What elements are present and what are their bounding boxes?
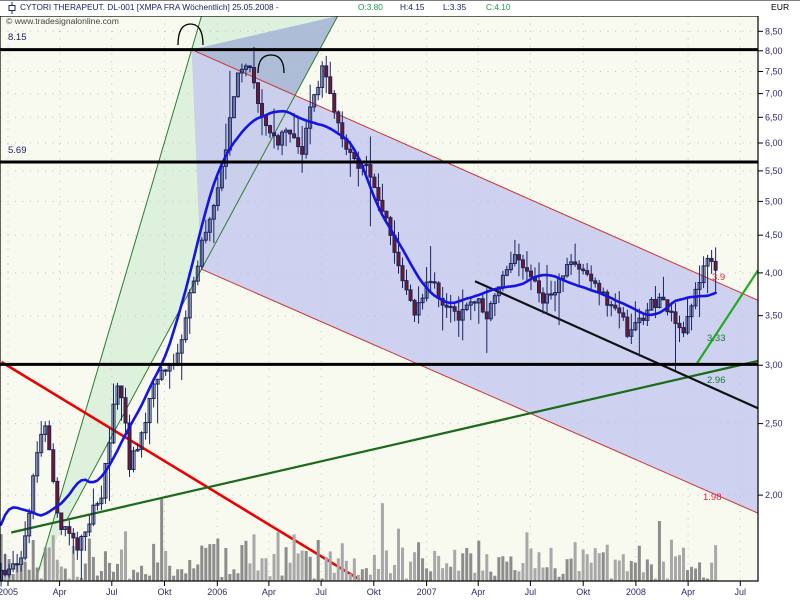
svg-text:8,50: 8,50 xyxy=(765,26,783,36)
svg-text:2007: 2007 xyxy=(417,587,437,597)
svg-text:6,50: 6,50 xyxy=(765,112,783,122)
svg-text:Jul: Jul xyxy=(315,587,327,597)
svg-text:Apr: Apr xyxy=(471,587,485,597)
svg-text:5,00: 5,00 xyxy=(765,196,783,206)
svg-text:Okt: Okt xyxy=(367,587,382,597)
svg-text:8.15: 8.15 xyxy=(8,32,27,43)
svg-text:1.98: 1.98 xyxy=(703,492,722,503)
svg-text:2006: 2006 xyxy=(207,587,227,597)
svg-text:6,00: 6,00 xyxy=(765,138,783,148)
svg-text:EUR: EUR xyxy=(771,2,789,12)
svg-text:3.33: 3.33 xyxy=(707,333,726,344)
svg-text:3,50: 3,50 xyxy=(765,311,783,321)
svg-text:5.69: 5.69 xyxy=(8,145,27,156)
svg-text:L:3.35: L:3.35 xyxy=(443,2,466,12)
svg-text:2008: 2008 xyxy=(626,587,646,597)
svg-text:7,50: 7,50 xyxy=(765,67,783,77)
svg-text:C:4.10: C:4.10 xyxy=(486,2,511,12)
svg-text:Apr: Apr xyxy=(681,587,695,597)
svg-text:H:4.15: H:4.15 xyxy=(400,2,425,12)
svg-text:2,00: 2,00 xyxy=(765,490,783,500)
svg-text:Okt: Okt xyxy=(576,587,591,597)
svg-text:CYTORI THERAPEUT. DL-001 [XMP: CYTORI THERAPEUT. DL-001 [XMPA FRA Wöche… xyxy=(20,2,279,12)
svg-text:4,00: 4,00 xyxy=(765,268,783,278)
svg-text:O:3.80: O:3.80 xyxy=(358,2,383,12)
svg-text:Jul: Jul xyxy=(106,587,118,597)
svg-text:© www.tradesignalonline.com: © www.tradesignalonline.com xyxy=(6,16,119,26)
svg-text:8,00: 8,00 xyxy=(765,46,783,56)
svg-text:Apr: Apr xyxy=(53,587,67,597)
svg-text:Apr: Apr xyxy=(262,587,276,597)
svg-text:2.96: 2.96 xyxy=(707,375,726,386)
svg-text:Jul: Jul xyxy=(525,587,537,597)
svg-text:Jul: Jul xyxy=(735,587,747,597)
svg-text:2005: 2005 xyxy=(0,587,18,597)
svg-text:5,50: 5,50 xyxy=(765,166,783,176)
svg-text:3.9: 3.9 xyxy=(712,272,725,283)
svg-text:7,00: 7,00 xyxy=(765,89,783,99)
svg-text:2,50: 2,50 xyxy=(765,419,783,429)
svg-text:4,50: 4,50 xyxy=(765,230,783,240)
svg-text:Okt: Okt xyxy=(157,587,172,597)
svg-text:3,00: 3,00 xyxy=(765,360,783,370)
